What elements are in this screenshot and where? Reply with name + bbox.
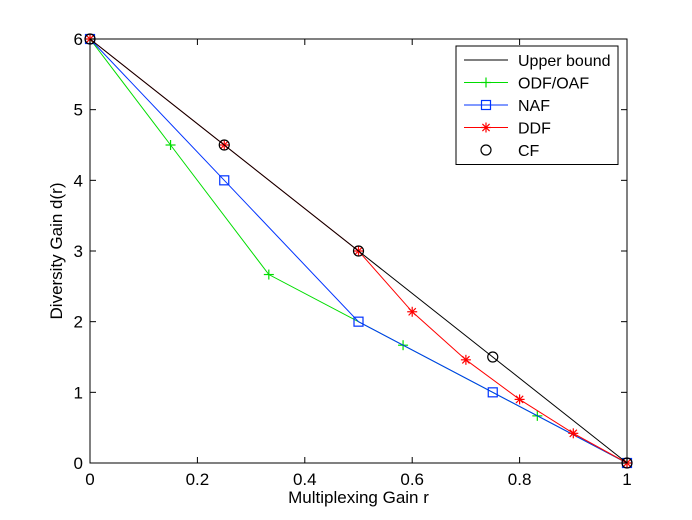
x-tick-label: 0.2 bbox=[186, 470, 210, 489]
data-point-cf bbox=[487, 351, 499, 363]
legend-marker bbox=[480, 144, 492, 156]
data-point-cf bbox=[352, 245, 365, 257]
axis-layer: 0 0.2 0.4 0.6 0.8 1 0 1 2 3 4 5 6 bbox=[74, 30, 632, 489]
data-point-ddf bbox=[568, 428, 579, 439]
y-axis-label: Diversity Gain d(r) bbox=[47, 183, 66, 320]
x-axis-label: Multiplexing Gain r bbox=[288, 488, 429, 507]
data-point-ddf bbox=[514, 394, 525, 405]
series-upper-bound bbox=[89, 38, 628, 464]
legend-label: ODF/OAF bbox=[518, 76, 589, 93]
series-layer bbox=[84, 33, 633, 469]
series-line-upper-bound bbox=[89, 38, 628, 464]
legend-marker bbox=[481, 122, 491, 133]
data-point-ddf bbox=[460, 354, 471, 365]
legend-entry-ddf: DDF bbox=[464, 121, 551, 138]
y-tick-label: 6 bbox=[74, 30, 83, 49]
series-line-naf bbox=[89, 38, 628, 464]
data-point-naf bbox=[487, 387, 498, 398]
legend: Upper bound ODF/OAF NAF DDF CF bbox=[455, 45, 619, 165]
x-tick-label: 0 bbox=[85, 470, 94, 489]
legend-entry-cf: CF bbox=[480, 143, 540, 160]
data-point-cf bbox=[218, 139, 230, 151]
legend-marker bbox=[480, 99, 492, 111]
y-tick-label: 5 bbox=[74, 101, 83, 120]
y-tick-label: 2 bbox=[74, 313, 83, 332]
x-tick-label: 0.4 bbox=[293, 470, 317, 489]
legend-entry-upper-bound: Upper bound bbox=[464, 53, 611, 70]
data-point-odf-oaf bbox=[165, 140, 176, 150]
legend-entry-naf: NAF bbox=[464, 98, 550, 115]
data-point-naf bbox=[219, 175, 230, 186]
data-point-odf-oaf bbox=[263, 269, 274, 280]
legend-marker bbox=[481, 77, 491, 88]
x-tick-label: 0.6 bbox=[400, 470, 424, 489]
x-tick-label: 1 bbox=[622, 470, 631, 489]
legend-entry-odf-oaf: ODF/OAF bbox=[464, 76, 589, 93]
legend-label: Upper bound bbox=[518, 53, 611, 70]
legend-label: CF bbox=[518, 143, 540, 160]
y-tick-label: 3 bbox=[74, 242, 83, 261]
legend-label: DDF bbox=[518, 121, 551, 138]
data-point-naf bbox=[353, 316, 364, 327]
y-tick-label: 4 bbox=[74, 171, 83, 190]
x-tick-label: 0.8 bbox=[508, 470, 532, 489]
legend-label: NAF bbox=[518, 98, 550, 115]
y-tick-label: 1 bbox=[74, 383, 83, 402]
data-point-ddf bbox=[407, 306, 418, 317]
y-tick-label: 0 bbox=[74, 454, 83, 473]
